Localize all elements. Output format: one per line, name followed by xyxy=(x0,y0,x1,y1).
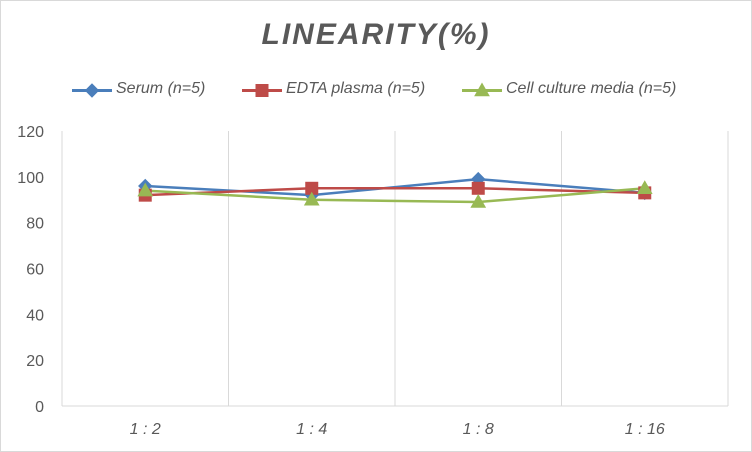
legend: Serum (n=5) EDTA plasma (n=5) Cell culture… xyxy=(0,78,752,102)
legend-marker-shape xyxy=(474,82,490,97)
legend-label: EDTA plasma (n=5) xyxy=(286,80,426,97)
y-tick-label: 0 xyxy=(35,399,44,416)
chart-title: LINEARITY(%) xyxy=(261,18,491,51)
legend-marker-shape xyxy=(255,84,269,97)
legend-label: Serum (n=5) xyxy=(116,80,206,97)
y-tick-label: 100 xyxy=(17,170,44,187)
data-point xyxy=(636,180,653,195)
y-tick-label: 80 xyxy=(26,216,44,233)
x-tick-label: 1 : 16 xyxy=(625,421,665,438)
data-point xyxy=(471,181,485,195)
x-tick-label: 1 : 2 xyxy=(130,421,161,438)
legend-marker xyxy=(84,83,100,98)
y-tick-label: 60 xyxy=(26,262,44,279)
series-line xyxy=(145,187,645,204)
data-point xyxy=(137,182,154,197)
legend-marker xyxy=(255,84,269,97)
data-point xyxy=(470,194,487,208)
series-line xyxy=(145,187,645,197)
data-point xyxy=(303,191,320,206)
y-tick-label: 120 xyxy=(17,124,44,141)
legend-marker xyxy=(474,82,490,97)
legend-marker-shape xyxy=(84,83,100,98)
x-tick-label: 1 : 8 xyxy=(463,421,494,438)
x-tick-label: 1 : 4 xyxy=(296,421,327,438)
legend-label: Cell culture media (n=5) xyxy=(506,80,677,97)
y-tick-label: 20 xyxy=(26,353,44,370)
y-tick-label: 40 xyxy=(26,307,44,324)
